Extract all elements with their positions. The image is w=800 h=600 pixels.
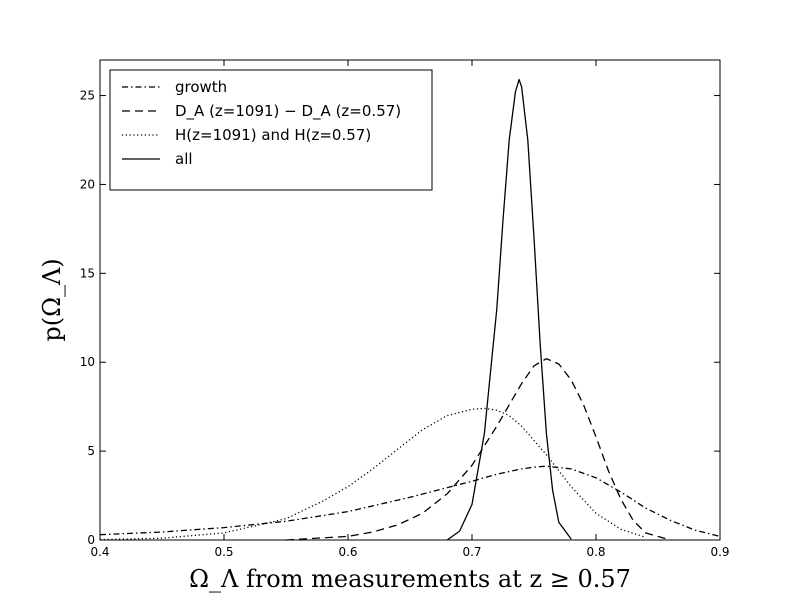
y-tick-label: 20 [80, 177, 95, 191]
y-axis-title: p(Ω_Λ) [38, 258, 66, 341]
series-line-solid [446, 78, 572, 541]
x-tick-label: 0.6 [338, 545, 357, 559]
legend: growth D_A (z=1091) − D_A (z=0.57) H(z=109… [109, 69, 433, 191]
legend-label: all [175, 150, 193, 168]
legend-label: H(z=1091) and H(z=0.57) [175, 126, 371, 144]
series-layer [99, 78, 721, 541]
x-tick-label: 0.9 [710, 545, 729, 559]
y-tick-label: 10 [80, 355, 95, 369]
y-tick-label: 5 [87, 444, 95, 458]
y-tick-label: 15 [80, 266, 95, 280]
legend-label: growth [175, 78, 227, 96]
y-tick-label: 0 [87, 533, 95, 547]
series-line-dotted [99, 407, 646, 541]
series-line-dashed [285, 358, 671, 541]
x-tick-label: 0.4 [90, 545, 109, 559]
legend-box [109, 69, 433, 191]
legend-items: growth D_A (z=1091) − D_A (z=0.57) H(z=109… [122, 78, 401, 168]
x-tick-label: 0.5 [214, 545, 233, 559]
x-axis-title: Ω_Λ from measurements at z ≥ 0.57 [189, 565, 631, 593]
x-tick-label: 0.8 [586, 545, 605, 559]
y-tick-label: 25 [80, 89, 95, 103]
axis-ticks: 0.4 0.5 0.6 0.7 0.8 0.9 0 5 10 15 20 25 [80, 60, 730, 559]
legend-label: D_A (z=1091) − D_A (z=0.57) [175, 102, 401, 121]
x-tick-label: 0.7 [462, 545, 481, 559]
series-line-dashdot [99, 465, 721, 538]
